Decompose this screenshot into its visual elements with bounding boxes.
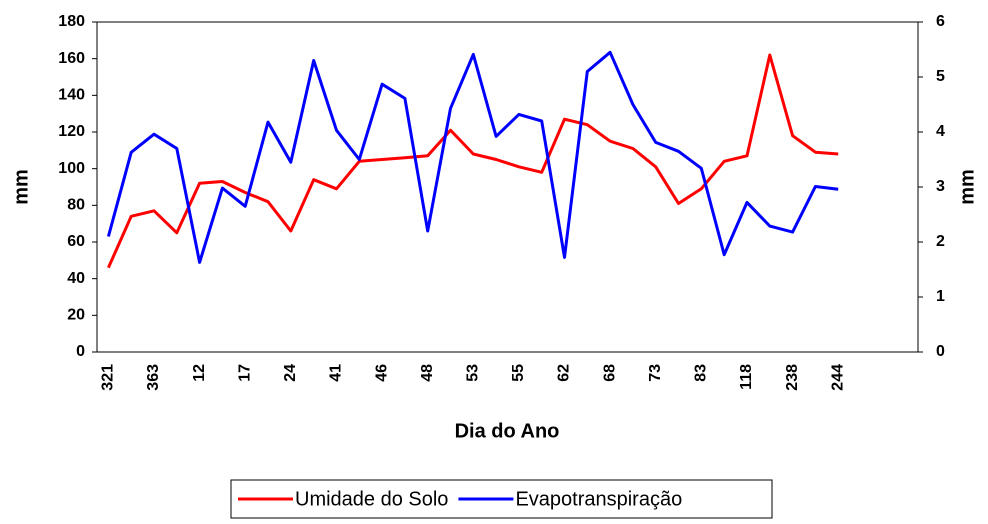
y2-axis-title: mm bbox=[956, 169, 978, 205]
y-tick-label: 60 bbox=[67, 233, 85, 250]
x-tick-label: 62 bbox=[556, 364, 573, 382]
x-tick-label: 68 bbox=[601, 364, 618, 382]
y-tick-label: 40 bbox=[67, 270, 85, 287]
y-tick-label: 160 bbox=[58, 50, 85, 67]
x-tick-label: 46 bbox=[373, 364, 390, 382]
x-tick-label: 17 bbox=[236, 364, 253, 382]
x-axis-title: Dia do Ano bbox=[455, 420, 560, 442]
y2-tick-label: 4 bbox=[936, 123, 945, 140]
y-tick-label: 80 bbox=[67, 197, 85, 214]
x-tick-label: 53 bbox=[465, 364, 482, 382]
x-tick-label: 363 bbox=[145, 364, 162, 391]
y2-tick-label: 1 bbox=[936, 288, 945, 305]
y-tick-label: 120 bbox=[58, 123, 85, 140]
y-tick-label: 100 bbox=[58, 160, 85, 177]
y2-tick-label: 5 bbox=[936, 68, 945, 85]
y-tick-label: 20 bbox=[67, 307, 85, 324]
x-tick-label: 244 bbox=[829, 364, 846, 391]
legend-label: Umidade do Solo bbox=[295, 488, 448, 510]
x-tick-label: 238 bbox=[784, 364, 801, 391]
y2-tick-label: 6 bbox=[936, 13, 945, 30]
y-axis-title: mm bbox=[10, 169, 32, 205]
x-tick-label: 41 bbox=[328, 364, 345, 382]
series-line bbox=[107, 53, 839, 269]
x-tick-label: 48 bbox=[419, 364, 436, 382]
x-tick-label: 118 bbox=[738, 364, 755, 390]
x-tick-label: 12 bbox=[191, 364, 208, 382]
y2-tick-label: 0 bbox=[936, 343, 945, 360]
x-tick-label: 55 bbox=[510, 364, 527, 382]
x-tick-label: 24 bbox=[282, 364, 299, 382]
x-tick-label: 83 bbox=[693, 364, 710, 382]
x-tick-label: 321 bbox=[100, 364, 117, 391]
y2-tick-label: 3 bbox=[936, 178, 945, 195]
plot-area bbox=[96, 21, 919, 353]
y2-tick-label: 2 bbox=[936, 233, 945, 250]
series-line bbox=[106, 50, 839, 264]
y-tick-label: 0 bbox=[76, 343, 85, 360]
x-tick-label: 73 bbox=[647, 364, 664, 382]
y-tick-label: 180 bbox=[58, 13, 85, 30]
legend-label: Evapotranspiração bbox=[515, 488, 682, 510]
y-tick-label: 140 bbox=[58, 87, 85, 104]
